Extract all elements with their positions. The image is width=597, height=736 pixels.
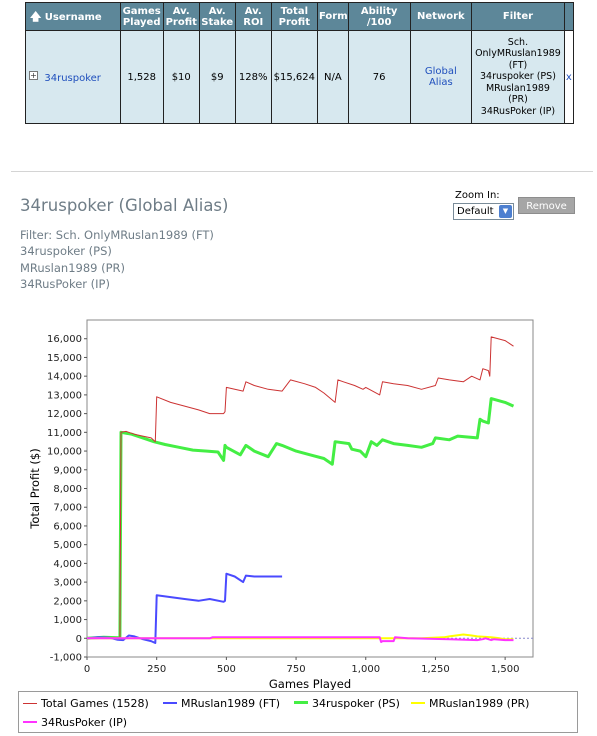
- plot-area: [86, 319, 534, 658]
- legend-label: MRuslan1989 (FT): [181, 697, 281, 710]
- legend-swatch: [411, 702, 425, 704]
- y-axis-label: Total Profit ($): [28, 448, 42, 529]
- username-link[interactable]: 34ruspoker: [44, 72, 101, 84]
- y-tick-label: 4,000: [53, 559, 82, 570]
- y-tick-label: 16,000: [47, 334, 82, 345]
- filter-line: Sch.: [507, 37, 529, 49]
- remove-row-link[interactable]: x: [563, 30, 575, 124]
- username-cell: + 34ruspoker: [25, 30, 121, 124]
- av-stake-cell: $9: [198, 30, 236, 124]
- series-line-1: [86, 336, 514, 640]
- av-profit-cell: $10: [162, 30, 200, 124]
- form-cell: N/A: [316, 30, 349, 124]
- x-axis-label: Games Played: [269, 677, 351, 690]
- av-profit-column-header[interactable]: Av. Profit: [162, 2, 200, 31]
- legend-swatch: [163, 702, 177, 704]
- remove-button[interactable]: Remove: [518, 197, 575, 214]
- games-played-cell: 1,528: [119, 30, 164, 124]
- expand-row-icon[interactable]: +: [29, 70, 38, 80]
- username-column-header[interactable]: 🡅 Username: [25, 2, 121, 31]
- table-row: + 34ruspoker 1,528 $10 $9 128% $15,624 N…: [25, 30, 575, 124]
- av-roi-cell: 128%: [234, 30, 272, 124]
- filter-line: Filter: Sch. OnlyMRuslan1989 (FT): [20, 228, 214, 242]
- filter-line: MRuslan1989 (PR): [20, 260, 126, 275]
- av-stake-column-header[interactable]: Av. Stake: [198, 2, 236, 31]
- ability-column-header[interactable]: Ability /100: [347, 2, 411, 31]
- series-line-3: [86, 397, 515, 641]
- remove-column-header: [563, 2, 575, 31]
- filter-line: (PR): [508, 94, 528, 106]
- legend-swatch: [294, 701, 308, 704]
- y-tick-label: 6,000: [53, 521, 82, 532]
- series-line-2: [86, 572, 283, 644]
- x-tick-label: 1,500: [491, 664, 520, 675]
- legend-item: MRuslan1989 (FT): [163, 697, 280, 710]
- y-tick-label: 5,000: [53, 540, 82, 551]
- y-tick-label: 1,000: [53, 615, 82, 626]
- total-profit-column-header[interactable]: Total Profit: [270, 2, 318, 31]
- username-header-label[interactable]: Username: [44, 11, 102, 23]
- filter-line: 34RusPoker (IP): [480, 105, 556, 117]
- legend-item: Total Games (1528): [23, 697, 149, 710]
- chart-legend: Total Games (1528) MRuslan1989 (FT) 34rusp…: [18, 691, 578, 733]
- filter-line: OnlyMRuslan1989: [475, 48, 561, 60]
- filter-column-header: Filter: [471, 2, 565, 31]
- y-tick-label: 14,000: [47, 372, 82, 383]
- legend-swatch: [23, 703, 37, 704]
- network-column-header[interactable]: Network: [409, 2, 473, 31]
- filter-line: 34RusPoker (IP): [20, 276, 110, 291]
- y-tick-label: 12,000: [47, 409, 82, 420]
- zoom-label: Zoom In:: [455, 190, 500, 201]
- network-link[interactable]: Global Alias: [424, 66, 457, 88]
- games-played-column-header[interactable]: Games Played: [119, 2, 164, 31]
- player-stats-table: 🡅 Username Games Played Av. Profit Av. S…: [25, 2, 575, 124]
- y-tick-label: 9,000: [53, 465, 82, 476]
- x-tick-label: 0: [84, 664, 90, 675]
- legend-label: Total Games (1528): [41, 697, 149, 710]
- y-tick-label: 13,000: [47, 390, 82, 401]
- legend-label: MRuslan1989 (PR): [429, 697, 530, 710]
- section-divider: [11, 171, 593, 172]
- chart-filter-description: Filter: Sch. OnlyMRuslan1989 (FT) 34rusp…: [20, 227, 214, 292]
- legend-item: 34ruspoker (PS): [294, 697, 400, 710]
- profit-line-chart: -1,00001,0002,0003,0004,0005,0006,0007,0…: [28, 319, 534, 690]
- y-tick-label: 7,000: [53, 503, 82, 514]
- x-tick-label: 250: [147, 664, 166, 675]
- sort-up-arrow-icon[interactable]: 🡅: [30, 9, 42, 23]
- legend-label: 34RusPoker (IP): [41, 716, 128, 729]
- chevron-down-icon[interactable]: ▼: [499, 205, 512, 218]
- y-tick-label: 10,000: [47, 447, 82, 458]
- x-tick-label: 500: [217, 664, 236, 675]
- filter-line: 34ruspoker (PS): [479, 71, 556, 83]
- y-tick-label: 8,000: [53, 484, 82, 495]
- filter-line: MRuslan1989: [485, 82, 550, 94]
- y-tick-label: 15,000: [47, 353, 82, 364]
- legend-label: 34ruspoker (PS): [312, 697, 400, 710]
- x-tick-label: 1,000: [351, 664, 380, 675]
- zoom-select[interactable]: Default ▼: [453, 203, 514, 220]
- av-roi-column-header[interactable]: Av. ROI: [234, 2, 272, 31]
- network-cell: Global Alias: [409, 30, 473, 124]
- x-tick-label: 750: [287, 664, 306, 675]
- y-tick-label: 3,000: [53, 578, 82, 589]
- filter-cell: Sch. OnlyMRuslan1989 (FT) 34ruspoker (PS…: [471, 30, 565, 124]
- y-tick-label: 0: [76, 634, 82, 645]
- legend-item: MRuslan1989 (PR): [411, 697, 529, 710]
- form-column-header[interactable]: Form: [316, 2, 349, 31]
- legend-swatch: [23, 721, 37, 723]
- y-tick-label: 11,000: [47, 428, 82, 439]
- y-tick-label: 2,000: [53, 596, 82, 607]
- filter-line: (FT): [508, 59, 528, 71]
- ability-cell: 76: [347, 30, 411, 124]
- table-header-row: 🡅 Username Games Played Av. Profit Av. S…: [25, 2, 575, 31]
- filter-line: 34ruspoker (PS): [20, 244, 112, 259]
- zoom-selected-value: Default: [457, 206, 494, 217]
- total-profit-cell: $15,624: [270, 30, 318, 124]
- x-tick-label: 1,250: [421, 664, 450, 675]
- chart-title: 34ruspoker (Global Alias): [20, 196, 229, 215]
- y-tick-label: -1,000: [50, 653, 82, 664]
- series-line-5: [87, 636, 514, 643]
- legend-item: 34RusPoker (IP): [23, 716, 127, 729]
